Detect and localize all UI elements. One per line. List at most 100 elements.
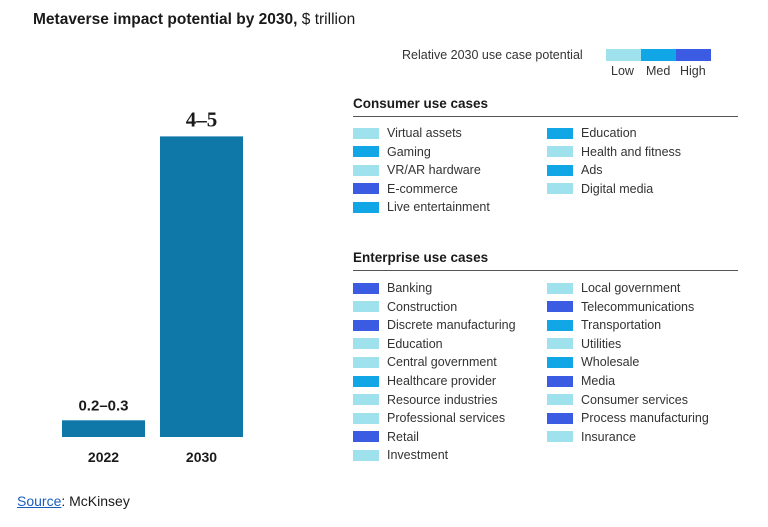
potential-swatch: [353, 338, 379, 350]
enterprise-item-label: Process manufacturing: [581, 411, 709, 426]
potential-swatch: [547, 164, 573, 176]
enterprise-item: Education: [353, 336, 443, 352]
enterprise-item-label: Wholesale: [581, 355, 640, 370]
legend-label: Relative 2030 use case potential: [402, 48, 583, 62]
data-label-2022: 0.2–0.3: [78, 397, 128, 414]
chart-title-unit: $ trillion: [301, 11, 356, 28]
tick-label-2022: 2022: [88, 449, 119, 465]
enterprise-item: Resource industries: [353, 392, 497, 408]
consumer-item: Education: [547, 125, 637, 141]
potential-swatch: [353, 412, 379, 424]
potential-swatch: [547, 375, 573, 387]
potential-swatch: [353, 431, 379, 443]
enterprise-item-label: Retail: [387, 429, 419, 444]
source-note: Source: McKinsey: [17, 493, 130, 509]
potential-swatch: [547, 319, 573, 331]
enterprise-item-label: Insurance: [581, 429, 636, 444]
enterprise-item-label: Investment: [387, 448, 449, 463]
enterprise-item-label: Resource industries: [387, 392, 498, 407]
potential-swatch: [353, 146, 379, 158]
consumer-item-label: Ads: [581, 163, 603, 178]
potential-swatch: [353, 301, 379, 313]
legend-label-low: Low: [611, 64, 634, 78]
potential-swatch: [353, 183, 379, 195]
consumer-item: Virtual assets: [353, 125, 462, 141]
potential-swatch: [547, 183, 573, 195]
consumer-item: Health and fitness: [547, 144, 681, 160]
source-value: : McKinsey: [61, 493, 130, 509]
bar-2030: [160, 136, 243, 437]
enterprise-item-label: Professional services: [387, 411, 506, 426]
consumer-item-label: Gaming: [387, 144, 431, 159]
consumer-item-label: Education: [581, 126, 637, 140]
potential-swatch: [353, 394, 379, 406]
enterprise-item: Investment: [353, 447, 448, 463]
potential-swatch: [353, 319, 379, 331]
enterprise-item: Professional services: [353, 410, 505, 426]
consumer-item-label: Live entertainment: [387, 200, 490, 215]
enterprise-item-label: Utilities: [581, 336, 622, 351]
potential-swatch: [353, 375, 379, 387]
potential-swatch: [547, 282, 573, 294]
tick-label-2030: 2030: [186, 449, 217, 465]
enterprise-item-label: Central government: [387, 355, 497, 370]
enterprise-item: Healthcare provider: [353, 373, 496, 389]
enterprise-item: Media: [547, 373, 615, 389]
potential-swatch: [547, 301, 573, 313]
enterprise-item-label: Education: [387, 336, 443, 351]
enterprise-heading: Enterprise use cases: [353, 250, 489, 265]
enterprise-item: Central government: [353, 354, 497, 370]
potential-swatch: [547, 394, 573, 406]
consumer-item-label: Digital media: [581, 181, 654, 196]
enterprise-item-label: Consumer services: [581, 392, 688, 407]
consumer-item: Live entertainment: [353, 199, 490, 215]
consumer-item: Digital media: [547, 181, 653, 197]
potential-swatch: [353, 282, 379, 294]
consumer-item-label: VR/AR hardware: [387, 163, 481, 178]
chart-title: Metaverse impact potential by 2030, $ tr…: [33, 11, 355, 29]
enterprise-item: Discrete manufacturing: [353, 317, 516, 333]
enterprise-item: Construction: [353, 299, 457, 315]
legend-scale: [606, 49, 711, 61]
consumer-item-label: E-commerce: [387, 181, 458, 196]
enterprise-item-label: Telecommunications: [581, 299, 695, 314]
potential-swatch: [353, 164, 379, 176]
consumer-divider: [353, 116, 738, 117]
potential-swatch: [353, 127, 379, 139]
legend-swatch-high: [676, 49, 711, 61]
consumer-heading: Consumer use cases: [353, 96, 489, 111]
legend-swatch-med: [641, 49, 676, 61]
legend-label-med: Med: [646, 64, 671, 78]
legend-swatch-low: [606, 49, 641, 61]
consumer-item: Ads: [547, 162, 603, 178]
consumer-item: Gaming: [353, 144, 431, 160]
consumer-item-label: Virtual assets: [387, 126, 462, 140]
enterprise-item-label: Healthcare provider: [387, 374, 497, 388]
potential-swatch: [547, 412, 573, 424]
enterprise-item: Local government: [547, 280, 680, 296]
potential-swatch: [547, 356, 573, 368]
bar-2022: [62, 420, 145, 437]
potential-swatch: [353, 201, 379, 213]
enterprise-item-label: Local government: [581, 281, 681, 295]
enterprise-item: Wholesale: [547, 354, 639, 370]
consumer-item-label: Health and fitness: [581, 144, 682, 159]
enterprise-item: Insurance: [547, 429, 636, 445]
enterprise-item: Banking: [353, 280, 432, 296]
data-label-2030: 4–5: [186, 107, 218, 131]
enterprise-item: Telecommunications: [547, 299, 694, 315]
enterprise-item-label: Construction: [387, 299, 458, 314]
enterprise-item-label: Banking: [387, 281, 433, 295]
consumer-item: VR/AR hardware: [353, 162, 481, 178]
enterprise-item: Retail: [353, 429, 419, 445]
chart-title-main: Metaverse impact potential by 2030,: [33, 11, 298, 28]
legend-label-high: High: [680, 64, 706, 78]
enterprise-item-label: Transportation: [581, 318, 662, 333]
enterprise-item-label: Discrete manufacturing: [387, 318, 516, 333]
enterprise-item: Utilities: [547, 336, 621, 352]
source-link[interactable]: Source: [17, 493, 62, 509]
enterprise-item: Transportation: [547, 317, 661, 333]
potential-swatch: [547, 127, 573, 139]
consumer-item: E-commerce: [353, 181, 458, 197]
